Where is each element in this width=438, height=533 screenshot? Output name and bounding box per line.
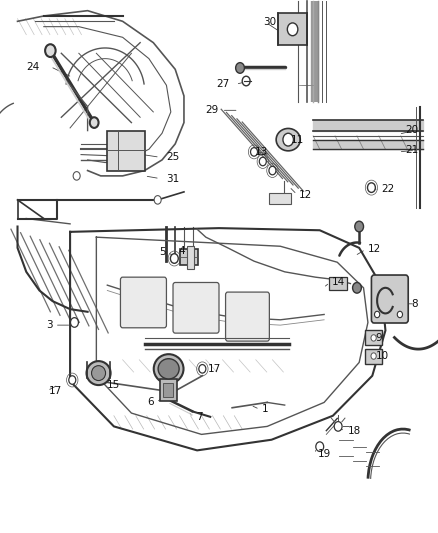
Text: 13: 13 — [255, 147, 268, 157]
Text: 29: 29 — [205, 106, 219, 115]
Circle shape — [371, 353, 376, 359]
Text: 14: 14 — [332, 278, 345, 287]
Text: 19: 19 — [318, 449, 331, 459]
Circle shape — [283, 133, 293, 146]
Circle shape — [367, 183, 375, 192]
Circle shape — [236, 63, 244, 73]
Text: 8: 8 — [412, 299, 418, 309]
Circle shape — [371, 335, 376, 341]
Circle shape — [90, 117, 99, 128]
Text: 11: 11 — [291, 135, 304, 144]
Text: 5: 5 — [159, 247, 166, 257]
Bar — [107, 131, 145, 171]
Text: 30: 30 — [263, 18, 276, 27]
Ellipse shape — [158, 359, 179, 379]
Text: 24: 24 — [26, 62, 39, 71]
Bar — [163, 383, 173, 397]
Text: 1: 1 — [262, 405, 268, 414]
Text: 22: 22 — [381, 184, 394, 194]
Circle shape — [69, 376, 76, 384]
Circle shape — [397, 311, 403, 318]
Text: 7: 7 — [196, 412, 203, 422]
Text: 6: 6 — [148, 398, 154, 407]
Ellipse shape — [154, 354, 184, 384]
FancyBboxPatch shape — [371, 275, 408, 323]
Text: 9: 9 — [376, 333, 382, 343]
Circle shape — [73, 172, 80, 180]
Circle shape — [287, 23, 298, 36]
Bar — [180, 249, 198, 265]
FancyBboxPatch shape — [226, 292, 269, 341]
Text: 20: 20 — [405, 125, 418, 135]
Circle shape — [334, 422, 342, 431]
Circle shape — [251, 148, 258, 156]
Circle shape — [353, 282, 361, 293]
Circle shape — [71, 318, 78, 327]
Ellipse shape — [92, 366, 106, 381]
Circle shape — [316, 442, 324, 451]
Bar — [365, 330, 382, 345]
Bar — [278, 13, 307, 45]
Text: 12: 12 — [368, 245, 381, 254]
Text: 12: 12 — [299, 190, 312, 199]
Circle shape — [259, 157, 266, 166]
Bar — [187, 246, 194, 269]
Text: 21: 21 — [405, 146, 418, 155]
FancyBboxPatch shape — [173, 282, 219, 333]
Bar — [269, 193, 291, 204]
Circle shape — [154, 196, 161, 204]
Text: 25: 25 — [166, 152, 180, 162]
Circle shape — [374, 311, 380, 318]
Text: 17: 17 — [49, 386, 62, 395]
Circle shape — [170, 254, 178, 263]
Circle shape — [45, 44, 56, 57]
Text: 15: 15 — [107, 380, 120, 390]
Circle shape — [199, 365, 206, 373]
Ellipse shape — [276, 128, 300, 151]
Text: 10: 10 — [376, 351, 389, 361]
Circle shape — [269, 166, 276, 175]
Text: 27: 27 — [217, 79, 230, 89]
Text: 18: 18 — [347, 426, 360, 435]
FancyBboxPatch shape — [120, 277, 166, 328]
Ellipse shape — [86, 361, 110, 385]
Text: 31: 31 — [166, 174, 180, 183]
Text: 3: 3 — [46, 320, 53, 330]
Text: 17: 17 — [208, 364, 221, 374]
Text: 4: 4 — [179, 246, 185, 255]
Circle shape — [355, 221, 364, 232]
Bar — [365, 349, 382, 364]
Bar — [160, 379, 177, 401]
Bar — [329, 277, 347, 290]
Circle shape — [242, 76, 250, 86]
